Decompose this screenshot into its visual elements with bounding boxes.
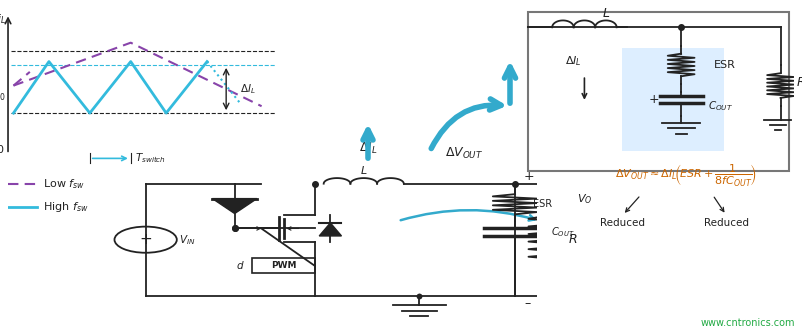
Text: R: R bbox=[569, 233, 577, 246]
Text: $V_{IN}$: $V_{IN}$ bbox=[179, 233, 196, 247]
Text: www.cntronics.com: www.cntronics.com bbox=[700, 318, 795, 328]
Text: 0: 0 bbox=[0, 145, 3, 155]
Text: R: R bbox=[796, 76, 802, 89]
Text: $\Delta I_L$: $\Delta I_L$ bbox=[565, 55, 582, 69]
Text: $C_{OUT}$: $C_{OUT}$ bbox=[708, 99, 733, 113]
Text: Low $f_{sw}$: Low $f_{sw}$ bbox=[43, 177, 85, 191]
Text: $C_{OUT}$: $C_{OUT}$ bbox=[551, 225, 574, 239]
Text: $T_{switch}$: $T_{switch}$ bbox=[135, 152, 166, 165]
Text: PWM: PWM bbox=[271, 261, 297, 270]
Text: d: d bbox=[237, 261, 244, 271]
Text: $\Delta V_{OUT}$: $\Delta V_{OUT}$ bbox=[445, 145, 484, 161]
Bar bbox=[622, 48, 724, 151]
Text: High $f_{sw}$: High $f_{sw}$ bbox=[43, 200, 88, 214]
Text: $\Delta V_{OUT} \approx \Delta I_L\!\left(\!ESR + \dfrac{1}{8fC_{OUT}}\!\right)$: $\Delta V_{OUT} \approx \Delta I_L\!\lef… bbox=[615, 162, 756, 188]
Bar bbox=[253, 258, 314, 273]
Polygon shape bbox=[213, 199, 257, 214]
Text: $V_O$: $V_O$ bbox=[577, 192, 593, 206]
FancyArrowPatch shape bbox=[504, 67, 516, 103]
Text: Reduced: Reduced bbox=[703, 218, 748, 228]
Text: $\Delta I_L$: $\Delta I_L$ bbox=[240, 82, 256, 96]
Text: $\Delta I_L$: $\Delta I_L$ bbox=[358, 140, 377, 156]
Text: –: – bbox=[524, 297, 530, 310]
Text: ESR: ESR bbox=[714, 60, 735, 70]
Text: $i_L$: $i_L$ bbox=[0, 12, 6, 26]
Text: L: L bbox=[361, 166, 367, 176]
FancyArrowPatch shape bbox=[431, 99, 501, 149]
Polygon shape bbox=[319, 223, 342, 236]
Text: +: + bbox=[140, 232, 152, 247]
Text: ESR: ESR bbox=[533, 199, 552, 209]
Text: +: + bbox=[524, 170, 535, 183]
Text: L: L bbox=[602, 7, 610, 20]
Text: Reduced: Reduced bbox=[601, 218, 646, 228]
Text: +: + bbox=[649, 93, 659, 106]
Text: $I_0$: $I_0$ bbox=[0, 89, 6, 103]
